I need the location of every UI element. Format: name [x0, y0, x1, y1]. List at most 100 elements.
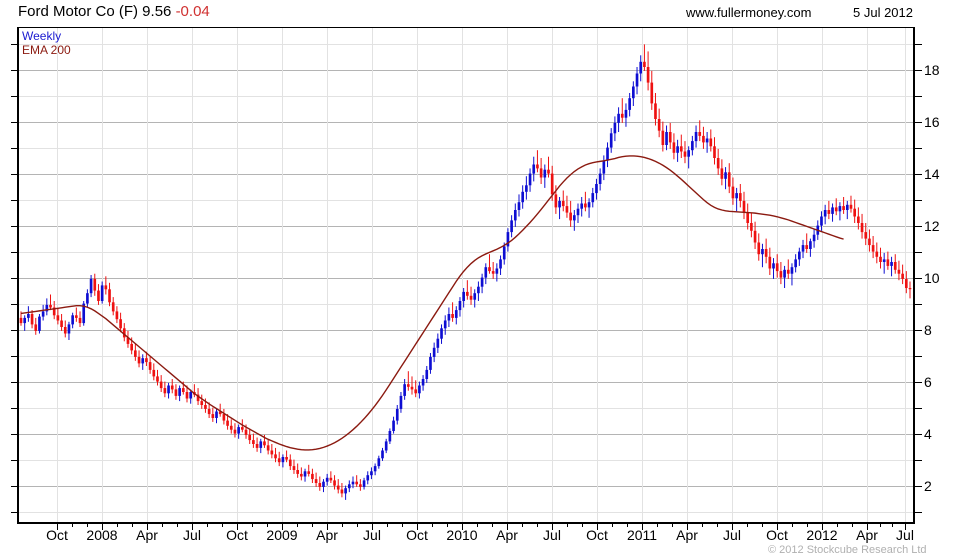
candlestick	[646, 51, 650, 91]
candlestick	[119, 312, 122, 333]
candlestick	[115, 306, 119, 324]
axis-tick	[11, 434, 18, 435]
candlestick	[56, 308, 60, 325]
axis-tick	[147, 524, 148, 530]
candlestick	[392, 416, 395, 434]
axis-tick	[914, 408, 922, 409]
candlestick	[506, 228, 510, 252]
gridline-vertical	[462, 28, 463, 522]
axis-tick	[237, 524, 238, 530]
axis-tick-minor	[807, 524, 808, 527]
candlestick	[886, 251, 890, 270]
candlestick	[558, 197, 561, 220]
gridline-vertical	[57, 28, 58, 522]
candlestick	[569, 200, 572, 227]
gridline-horizontal	[18, 226, 913, 227]
axis-tick-minor	[657, 524, 658, 527]
gridline-horizontal	[18, 252, 913, 253]
axis-tick-minor	[87, 524, 88, 527]
gridline-horizontal	[18, 408, 913, 409]
candlestick	[595, 178, 598, 200]
x-axis-label: 2012	[806, 527, 838, 543]
candlestick	[200, 394, 204, 409]
axis-tick	[11, 252, 18, 253]
candlestick	[691, 135, 694, 156]
candlestick	[908, 281, 912, 299]
candlestick	[255, 437, 259, 452]
axis-tick	[597, 524, 598, 530]
candlestick	[440, 324, 443, 344]
candlestick	[373, 463, 377, 476]
gridline-horizontal	[18, 460, 913, 461]
ema-200-line	[20, 155, 844, 451]
candlestick	[661, 121, 665, 152]
gridline-vertical	[327, 28, 328, 522]
gridline-horizontal	[18, 96, 913, 97]
gridline-vertical	[642, 28, 643, 522]
candlestick	[528, 168, 532, 192]
candlestick	[576, 203, 580, 223]
candlestick	[156, 369, 159, 386]
candlestick	[879, 247, 882, 269]
candlestick	[340, 483, 344, 498]
axis-tick	[417, 524, 418, 530]
x-axis-label: Oct	[766, 527, 788, 543]
x-axis-label: Oct	[586, 527, 608, 543]
candlestick	[311, 468, 314, 483]
axis-tick-minor	[892, 524, 893, 527]
gridline-horizontal	[18, 148, 913, 149]
candlestick	[761, 243, 764, 268]
x-axis-label: 2010	[446, 527, 478, 543]
candlestick	[572, 210, 576, 231]
candlestick	[709, 129, 713, 152]
candlestick	[436, 333, 440, 353]
axis-tick-minor	[402, 524, 403, 527]
axis-tick	[914, 252, 922, 253]
candlestick	[359, 479, 362, 491]
candlestick	[790, 263, 794, 286]
candlestick	[432, 342, 436, 363]
gridline-horizontal	[18, 70, 913, 71]
candlestick	[561, 190, 565, 212]
candlestick	[727, 163, 731, 194]
candlestick	[270, 444, 274, 459]
candlestick	[63, 320, 67, 338]
candlestick	[377, 455, 381, 469]
axis-tick	[905, 524, 906, 530]
candlestick	[19, 311, 23, 326]
candlestick	[783, 265, 786, 288]
candlestick	[347, 480, 351, 493]
candlestick	[226, 414, 229, 430]
candlestick	[111, 297, 115, 316]
axis-tick	[102, 524, 103, 530]
candlestick	[875, 242, 879, 264]
legend-interval: Weekly	[22, 29, 62, 43]
candlestick	[93, 273, 97, 296]
candlestick	[318, 476, 322, 491]
candlestick	[443, 315, 447, 335]
y-axis-label: 14	[924, 165, 940, 182]
candlestick	[602, 155, 606, 181]
candlestick	[624, 103, 628, 127]
candlestick	[447, 307, 451, 327]
y-axis-label: 10	[924, 269, 940, 286]
candlestick	[679, 134, 683, 158]
axis-tick	[11, 382, 18, 383]
x-axis-label: Apr	[316, 527, 338, 543]
candlestick	[639, 55, 643, 82]
candlestick	[539, 158, 543, 184]
candlestick	[687, 146, 691, 169]
candlestick	[170, 379, 174, 394]
axis-tick-minor	[672, 524, 673, 527]
candlestick	[41, 304, 45, 321]
candlestick	[229, 419, 233, 434]
candlestick	[454, 306, 458, 325]
axis-tick-minor	[432, 524, 433, 527]
candlestick	[720, 159, 724, 186]
instrument-title: Ford Motor Co (F) 9.56 -0.04	[18, 3, 210, 20]
candlestick	[620, 98, 624, 123]
gridline-vertical	[417, 28, 418, 522]
candlestick	[370, 467, 373, 480]
axis-tick	[11, 96, 18, 97]
